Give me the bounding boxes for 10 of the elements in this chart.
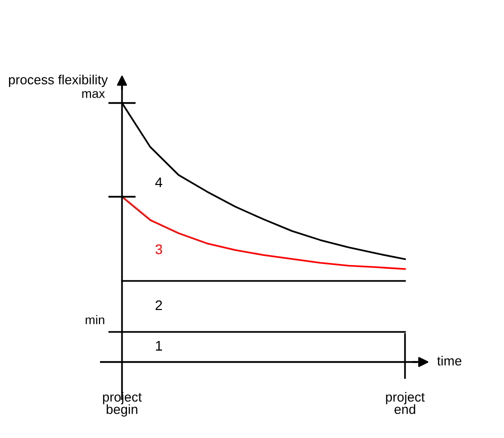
x-axis-title: time [437,356,462,366]
annotation: 1 [156,341,162,351]
annotation: 4 [155,178,162,188]
y-axis-title: process flexibility [8,74,108,87]
annotation: 3 [155,244,162,254]
x-tick-label: project end [386,392,425,414]
x-tick-label: project begin [103,392,142,417]
annotation: 2 [156,300,162,310]
ref-line-label: min [86,315,104,324]
annotation: max [82,91,105,98]
